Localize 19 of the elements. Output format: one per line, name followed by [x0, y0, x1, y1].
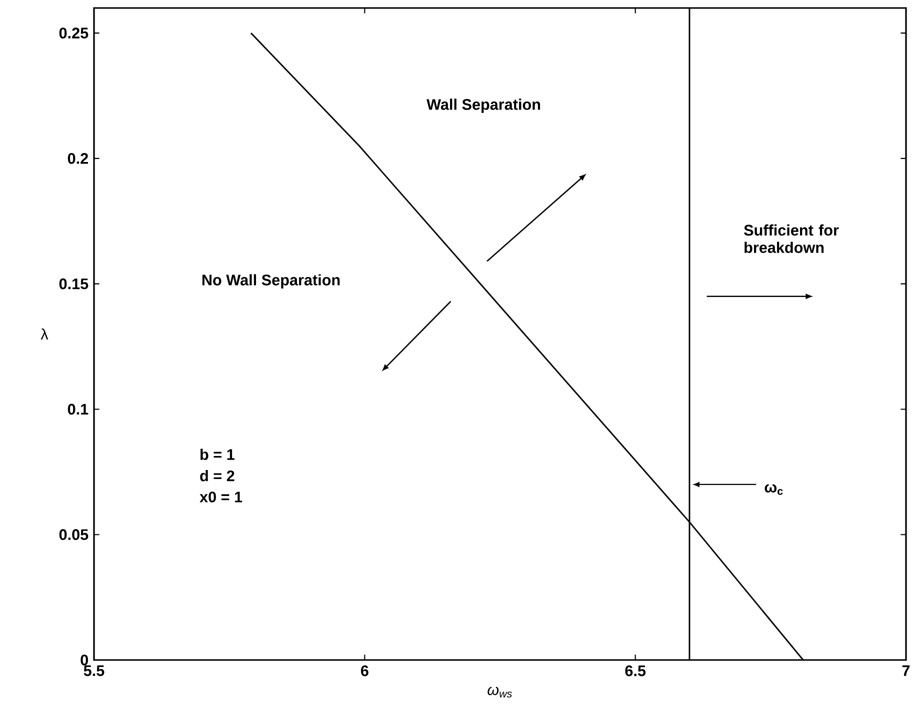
y-tick-label: 0.1: [68, 404, 88, 415]
annotation: x0 = 1: [200, 492, 242, 502]
ref-line-label: ω$_{c}$: [764, 484, 783, 495]
y-tick-label: 0: [80, 654, 88, 666]
annotation: No Wall Separation: [202, 274, 340, 288]
x-axis-title: ω$_{ws}$: [488, 686, 512, 698]
x-tick-label: 7: [902, 665, 910, 676]
annotation: Sufficient for breakdown: [744, 224, 839, 253]
y-axis-title: λ: [40, 328, 48, 340]
y-tick-label: 0.2: [68, 153, 88, 164]
y-tick-label: 0.25: [59, 28, 88, 38]
y-tick-label: 0.15: [59, 278, 88, 290]
x-tick-label: 6: [360, 665, 368, 676]
x-tick-label: 5.5: [84, 665, 104, 676]
annotation: b = 1: [200, 448, 234, 460]
x-tick-label: 6.5: [625, 665, 646, 676]
annotation: Wall Separation: [426, 98, 540, 113]
y-tick-label: 0.05: [59, 529, 88, 540]
annotation: d = 2: [200, 470, 234, 482]
